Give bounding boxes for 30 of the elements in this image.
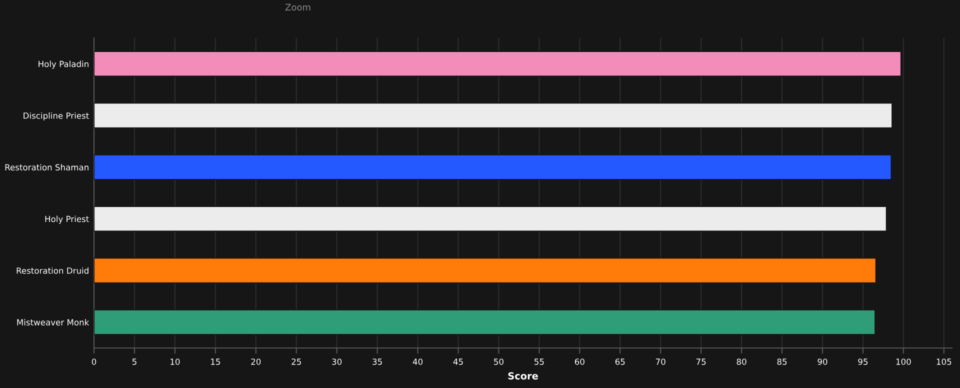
y-tick-label: Discipline Priest xyxy=(24,112,89,120)
x-tick-label: 90 xyxy=(818,358,828,365)
x-tick-label: 85 xyxy=(777,358,787,365)
x-tick-label: 40 xyxy=(412,358,423,365)
x-tick-label: 35 xyxy=(372,358,382,365)
x-tick-label: 95 xyxy=(858,358,868,365)
x-tick-label: 50 xyxy=(494,358,504,365)
x-tick-label: 60 xyxy=(574,358,584,365)
x-tick-label: 55 xyxy=(534,358,544,365)
x-tick-label: 45 xyxy=(453,358,463,365)
y-tick-label: Restoration Druid xyxy=(16,267,88,274)
x-tick-label: 15 xyxy=(211,358,220,365)
x-tick-label: 70 xyxy=(656,358,666,365)
x-tick-label: 0 xyxy=(92,358,96,365)
x-tick-label: 105 xyxy=(936,358,952,365)
x-tick-label: 100 xyxy=(896,358,911,365)
x-tick-label: 5 xyxy=(132,358,136,365)
x-tick-label: 65 xyxy=(615,358,625,365)
text: Zoom xyxy=(285,4,310,11)
y-tick-label: Mistweaver Monk xyxy=(17,319,90,326)
x-tick-label: 25 xyxy=(292,358,301,365)
x-tick-label: 75 xyxy=(696,358,706,365)
x-tick-label: 10 xyxy=(170,358,180,365)
x-tick-label: 30 xyxy=(332,358,342,365)
x-tick-label: 80 xyxy=(736,358,746,365)
y-tick-label: Holy Priest xyxy=(45,216,89,224)
x-axis-title: Score xyxy=(508,372,538,380)
y-tick-label: Restoration Shaman xyxy=(5,164,88,170)
y-tick-label: Holy Paladin xyxy=(38,60,88,69)
x-tick-label: 20 xyxy=(251,358,261,365)
